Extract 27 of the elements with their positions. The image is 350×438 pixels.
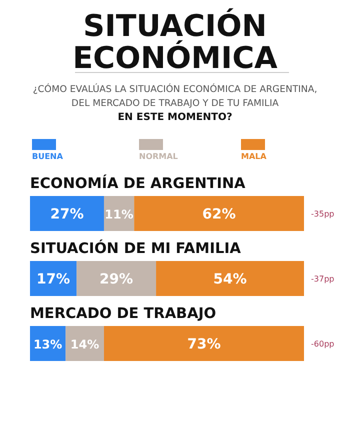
- y-tick-label: ECONOMÍA DE ARGENTINA: [30, 174, 246, 192]
- bar: [66, 326, 104, 361]
- bar: [156, 261, 304, 296]
- chart-subtitle: ¿CÓMO EVALÚAS LA SITUACIÓN ECONÓMICA DE ARGENTINA, DEL MERCADO DE TRABAJO Y DE TU FAMILIA EN ESTE MOMENTO?: [32, 83, 318, 123]
- bar: [104, 326, 304, 361]
- data-label: 27%: [50, 206, 84, 222]
- chart-title: SITUACIÓN ECONÓMICA: [72, 8, 278, 76]
- data-label: 29%: [100, 272, 134, 288]
- legend-label: MALA: [241, 152, 268, 161]
- text: -37pp: [311, 274, 334, 284]
- bar: [134, 196, 304, 231]
- data-label: 11%: [104, 208, 134, 222]
- data-label: 13%: [33, 338, 62, 352]
- legend-label: BUENA: [32, 152, 64, 161]
- legend-label: NORMAL: [139, 152, 178, 161]
- text: -35pp: [311, 210, 334, 218]
- data-label: 17%: [36, 272, 70, 288]
- y-tick-label: SITUACIÓN DE MI FAMILIA: [30, 239, 242, 257]
- data-label: 54%: [213, 272, 247, 288]
- data-label: 73%: [187, 336, 221, 352]
- text: -60pp: [311, 340, 334, 348]
- bar: [30, 196, 104, 231]
- bar: [76, 261, 156, 296]
- data-label: 14%: [70, 338, 100, 352]
- data-label: 62%: [202, 206, 236, 222]
- y-tick-label: MERCADO DE TRABAJO: [30, 306, 216, 322]
- bar: [30, 261, 77, 296]
